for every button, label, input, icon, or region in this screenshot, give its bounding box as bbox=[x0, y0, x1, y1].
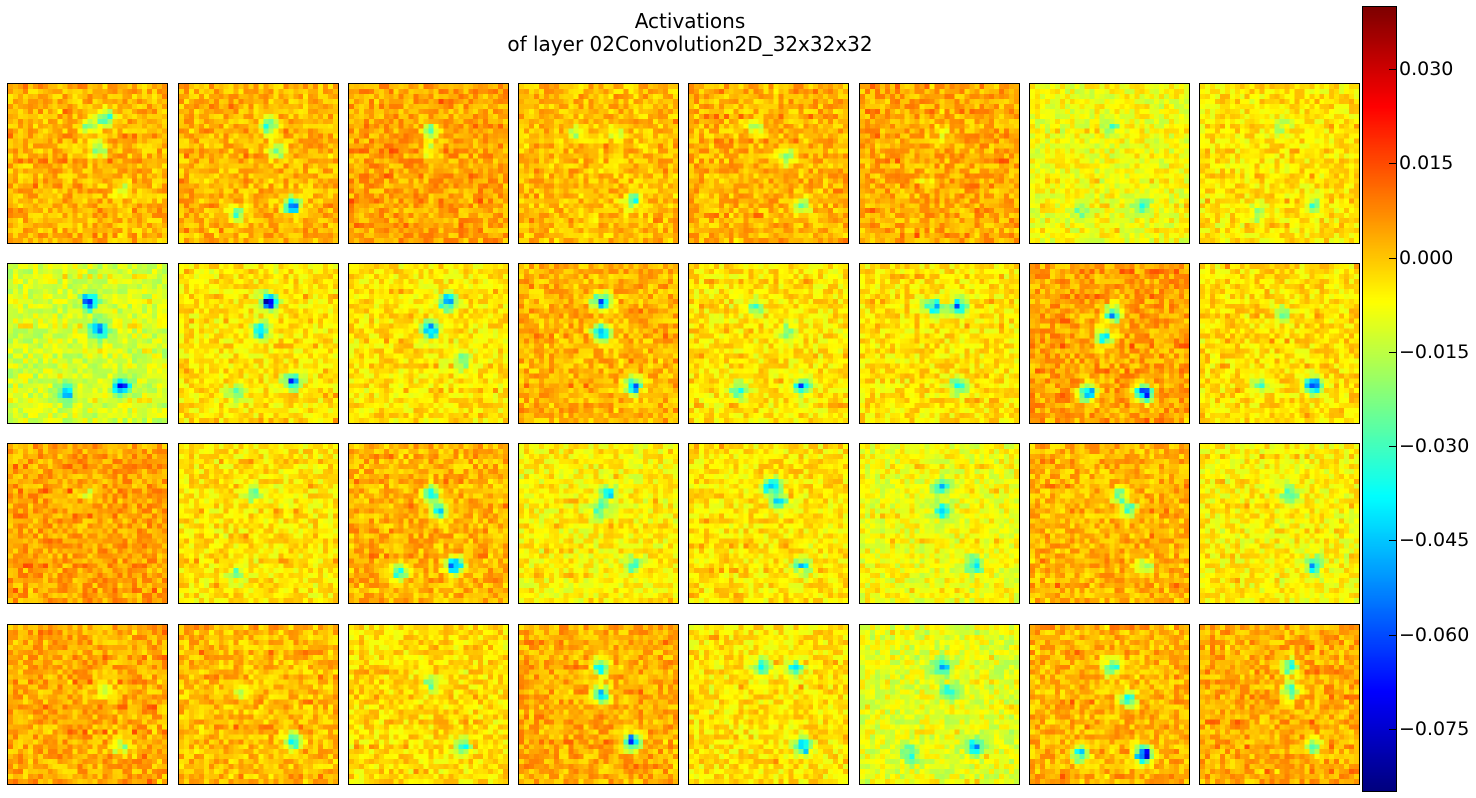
colorbar-tick bbox=[1389, 635, 1397, 636]
feature-map-14 bbox=[859, 263, 1020, 424]
feature-map-image bbox=[1200, 625, 1359, 784]
feature-map-image bbox=[349, 444, 508, 603]
feature-map-27 bbox=[348, 624, 509, 785]
colorbar-tick bbox=[1389, 540, 1397, 541]
chart-title-line-1: Activations bbox=[634, 9, 746, 33]
feature-map-26 bbox=[178, 624, 339, 785]
feature-map-23 bbox=[1029, 443, 1190, 604]
feature-map-image bbox=[1030, 444, 1189, 603]
feature-map-10 bbox=[178, 263, 339, 424]
feature-map-17 bbox=[7, 443, 168, 604]
feature-map-image bbox=[179, 625, 338, 784]
chart-title-line-2: of layer 02Convolution2D_32x32x32 bbox=[507, 32, 873, 56]
feature-map-16 bbox=[1199, 263, 1360, 424]
feature-map-image bbox=[349, 264, 508, 423]
feature-map-image bbox=[519, 84, 678, 243]
feature-map-image bbox=[519, 625, 678, 784]
colorbar-tick bbox=[1389, 258, 1397, 259]
feature-map-2 bbox=[178, 83, 339, 244]
feature-map-24 bbox=[1199, 443, 1360, 604]
feature-map-image bbox=[860, 444, 1019, 603]
feature-map-18 bbox=[178, 443, 339, 604]
colorbar bbox=[1362, 6, 1397, 792]
feature-map-image bbox=[8, 84, 167, 243]
feature-map-8 bbox=[1199, 83, 1360, 244]
colorbar-tick-label: −0.075 bbox=[1399, 718, 1470, 740]
feature-map-7 bbox=[1029, 83, 1190, 244]
feature-map-21 bbox=[688, 443, 849, 604]
chart-title: Activations of layer 02Convolution2D_32x… bbox=[300, 10, 1080, 56]
feature-map-image bbox=[179, 444, 338, 603]
feature-map-25 bbox=[7, 624, 168, 785]
feature-map-28 bbox=[518, 624, 679, 785]
feature-map-image bbox=[519, 264, 678, 423]
feature-map-image bbox=[349, 84, 508, 243]
feature-map-13 bbox=[688, 263, 849, 424]
colorbar-tick bbox=[1389, 352, 1397, 353]
feature-map-image bbox=[689, 625, 848, 784]
feature-map-image bbox=[8, 264, 167, 423]
feature-map-image bbox=[689, 84, 848, 243]
feature-map-32 bbox=[1199, 624, 1360, 785]
feature-map-image bbox=[1200, 264, 1359, 423]
feature-map-image bbox=[1030, 84, 1189, 243]
feature-map-image bbox=[179, 84, 338, 243]
feature-map-12 bbox=[518, 263, 679, 424]
feature-map-image bbox=[1200, 84, 1359, 243]
colorbar-tick-label: −0.060 bbox=[1399, 624, 1470, 646]
colorbar-tick-label: 0.030 bbox=[1399, 58, 1454, 80]
feature-map-6 bbox=[859, 83, 1020, 244]
feature-map-30 bbox=[859, 624, 1020, 785]
feature-map-29 bbox=[688, 624, 849, 785]
colorbar-tick-label: 0.015 bbox=[1399, 152, 1454, 174]
feature-map-image bbox=[860, 264, 1019, 423]
feature-map-image bbox=[1030, 625, 1189, 784]
feature-map-19 bbox=[348, 443, 509, 604]
feature-map-3 bbox=[348, 83, 509, 244]
colorbar-tick-label: 0.000 bbox=[1399, 247, 1454, 269]
feature-map-image bbox=[1200, 444, 1359, 603]
feature-map-image bbox=[1030, 264, 1189, 423]
colorbar-tick bbox=[1389, 69, 1397, 70]
feature-map-image bbox=[860, 84, 1019, 243]
colorbar-tick bbox=[1389, 446, 1397, 447]
colorbar-tick-label: −0.030 bbox=[1399, 435, 1470, 457]
feature-map-image bbox=[8, 444, 167, 603]
feature-map-20 bbox=[518, 443, 679, 604]
feature-map-image bbox=[8, 625, 167, 784]
feature-map-image bbox=[689, 264, 848, 423]
colorbar-tick-label: −0.015 bbox=[1399, 341, 1470, 363]
colorbar-tick bbox=[1389, 729, 1397, 730]
feature-map-11 bbox=[348, 263, 509, 424]
colorbar-tick-label: −0.045 bbox=[1399, 529, 1470, 551]
feature-map-image bbox=[689, 444, 848, 603]
feature-map-4 bbox=[518, 83, 679, 244]
feature-map-9 bbox=[7, 263, 168, 424]
feature-map-22 bbox=[859, 443, 1020, 604]
feature-map-image bbox=[179, 264, 338, 423]
feature-map-1 bbox=[7, 83, 168, 244]
colorbar-tick bbox=[1389, 163, 1397, 164]
feature-map-15 bbox=[1029, 263, 1190, 424]
feature-map-31 bbox=[1029, 624, 1190, 785]
feature-map-image bbox=[519, 444, 678, 603]
feature-map-image bbox=[860, 625, 1019, 784]
feature-map-image bbox=[349, 625, 508, 784]
feature-map-5 bbox=[688, 83, 849, 244]
